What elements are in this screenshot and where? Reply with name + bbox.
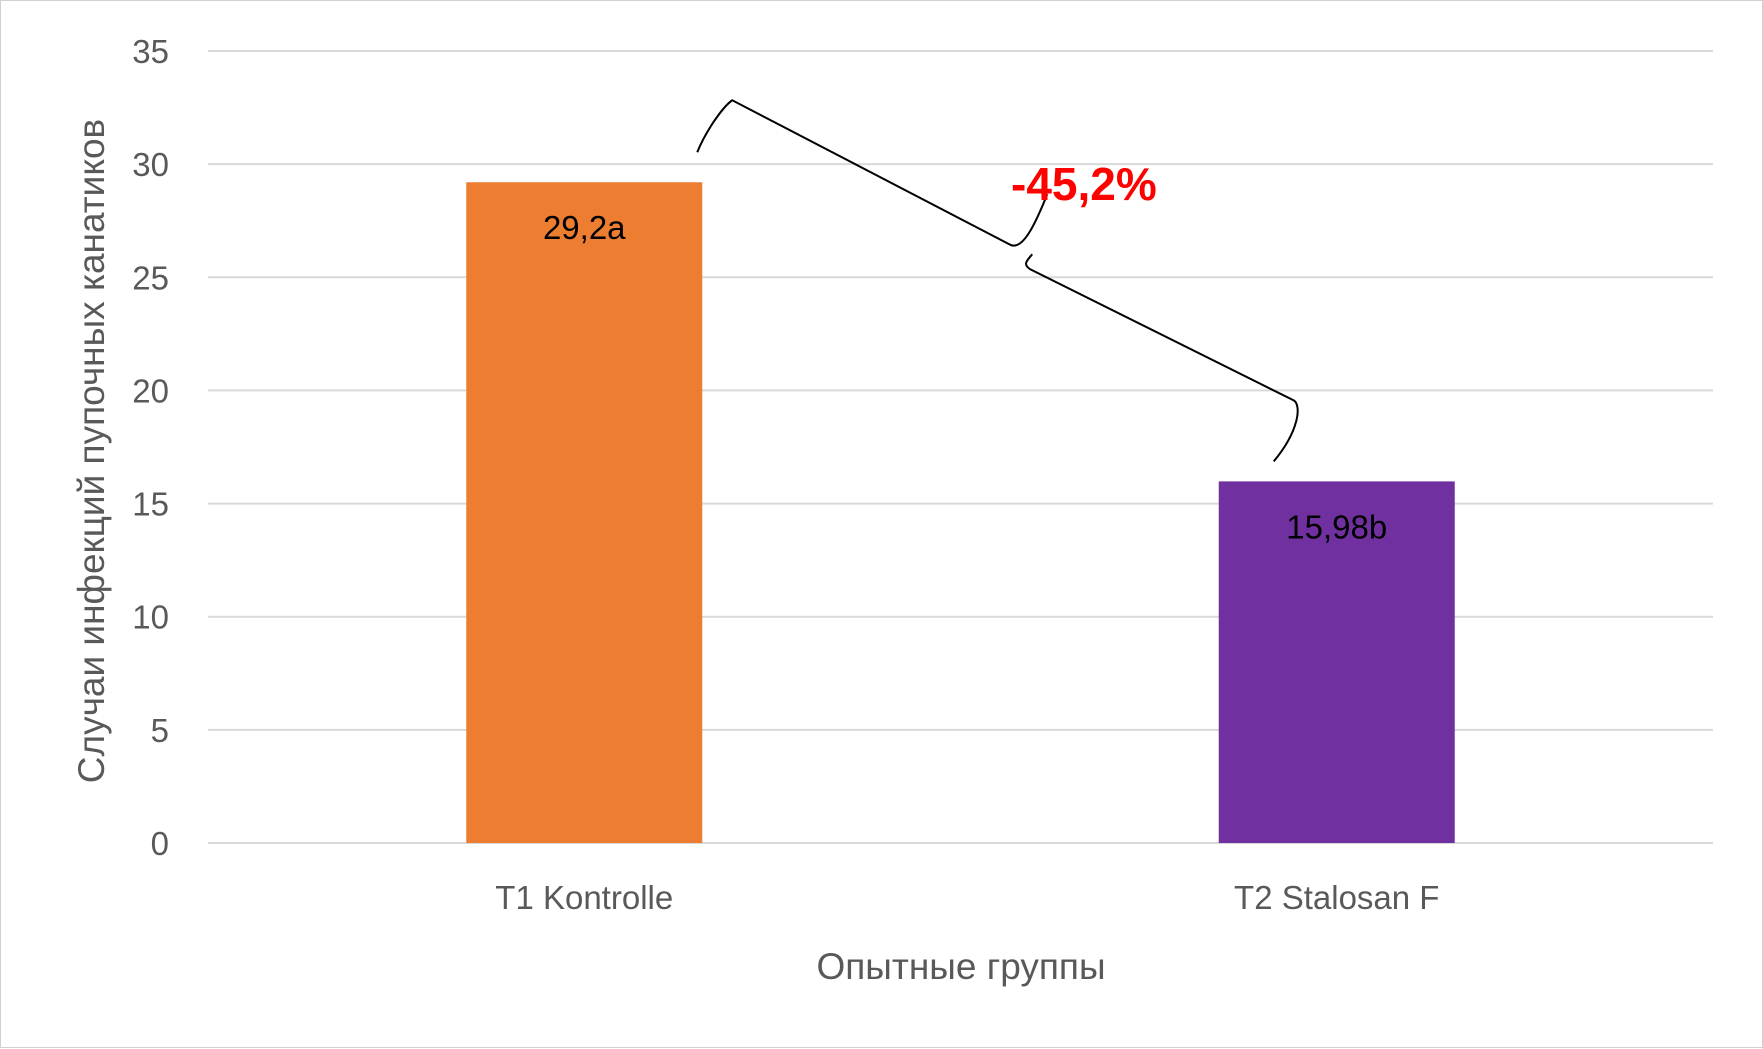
category-label: T2 Stalosan F — [1234, 879, 1439, 916]
y-tick-labels: 0 5 10 15 20 25 30 35 — [132, 33, 169, 862]
y-tick-label: 20 — [132, 372, 169, 409]
data-label: 15,98b — [1286, 508, 1387, 545]
x-axis-title: Опытные группы — [816, 946, 1105, 987]
bar-1 — [466, 182, 703, 843]
gridlines — [208, 50, 1713, 844]
data-label: 29,2a — [543, 209, 626, 246]
y-axis-title: Случаи инфекций пупочных канатиков — [71, 119, 112, 783]
y-tick-label: 10 — [132, 599, 169, 636]
percent-change-annotation: -45,2% — [1011, 158, 1157, 210]
y-tick-label: 30 — [132, 146, 169, 183]
comparison-brace — [696, 99, 1299, 463]
bars — [466, 182, 1455, 843]
y-tick-label: 5 — [151, 712, 169, 749]
y-tick-label: 25 — [132, 259, 169, 296]
y-tick-label: 35 — [132, 33, 169, 70]
y-tick-label: 15 — [132, 486, 169, 523]
bar-2 — [1218, 481, 1455, 843]
data-labels: 29,2a 15,98b — [543, 209, 1387, 545]
category-labels: T1 Kontrolle T2 Stalosan F — [495, 879, 1439, 916]
y-tick-label: 0 — [151, 825, 169, 862]
category-label: T1 Kontrolle — [495, 879, 673, 916]
